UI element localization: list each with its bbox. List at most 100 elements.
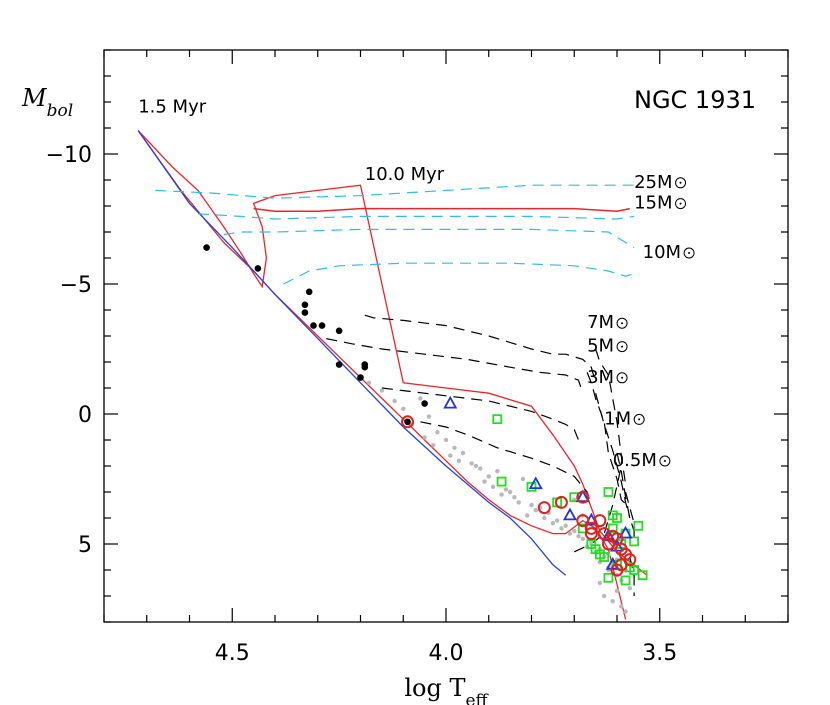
track-pms-line <box>420 421 592 506</box>
field-star <box>456 458 462 463</box>
field-star <box>435 430 440 435</box>
ms-star <box>301 309 309 316</box>
circle-star <box>584 527 598 541</box>
field-star <box>520 476 526 482</box>
square-star <box>612 513 622 523</box>
field-star <box>366 380 372 385</box>
field-star <box>567 531 573 536</box>
ms-star <box>318 322 326 329</box>
sun-symbol-icon <box>633 413 645 425</box>
y-tick-label: −5 <box>60 273 92 298</box>
field-star <box>392 398 397 404</box>
track-pms-line <box>381 387 580 441</box>
field-star <box>512 495 517 500</box>
square-star <box>620 575 631 586</box>
field-star <box>482 479 487 484</box>
square-star <box>603 487 614 497</box>
field-star <box>623 609 628 614</box>
field-star <box>529 502 534 508</box>
track-massive-line <box>223 228 635 249</box>
track-pms-line <box>625 491 635 539</box>
field-star <box>469 461 474 466</box>
data-points <box>203 244 648 614</box>
field-star <box>490 484 496 489</box>
sun-symbol-icon <box>616 372 628 384</box>
track-pms-line <box>586 372 631 509</box>
square-star <box>607 523 618 534</box>
isochrone-branch-line <box>253 207 630 212</box>
ms-star <box>305 288 313 296</box>
field-star <box>460 450 466 456</box>
field-star <box>379 388 385 393</box>
sun-symbol-dot-icon <box>638 418 641 421</box>
field-star <box>610 599 615 604</box>
x-axis-title: log Teff <box>404 674 489 705</box>
triangle-star <box>443 395 458 409</box>
ms-star <box>335 361 343 368</box>
square-star <box>629 536 639 547</box>
triangle-star <box>618 525 633 539</box>
circle-star <box>576 490 590 504</box>
sun-symbol-icon <box>675 198 687 210</box>
sun-symbol-dot-icon <box>679 202 682 205</box>
sun-symbol-icon <box>659 455 671 467</box>
square-star <box>633 520 644 531</box>
y-tick-label: −10 <box>46 143 92 168</box>
mass-label: 1M <box>604 408 631 429</box>
field-star <box>563 523 568 528</box>
circle-star <box>576 514 590 528</box>
mass-label: 5M <box>587 336 614 357</box>
field-star <box>452 445 457 450</box>
circle-star <box>554 495 568 509</box>
square-star <box>637 570 648 581</box>
field-star <box>619 604 624 609</box>
annotations: 4.5 4.0 3.5 −10 −5 0 5 log Teff Mbol NGC 1931 1.5 … <box>21 84 756 705</box>
y-tick-label: 5 <box>78 533 92 558</box>
field-star <box>559 526 564 531</box>
field-star <box>418 396 423 401</box>
ms-star <box>357 374 364 381</box>
track-pms-line <box>616 452 635 532</box>
square-star <box>492 414 503 425</box>
isochrone-10-line <box>137 130 648 576</box>
sun-symbol-icon <box>616 317 628 329</box>
triangle-star <box>575 489 590 503</box>
circle-star <box>614 558 628 572</box>
circle-star <box>537 501 551 515</box>
field-star <box>473 463 479 469</box>
field-star <box>401 406 406 411</box>
track-pms-line <box>595 393 631 519</box>
track-massive-line <box>283 262 635 285</box>
field-star <box>627 586 633 591</box>
sun-symbol-dot-icon <box>621 322 624 325</box>
sun-symbol-dot-icon <box>688 252 691 254</box>
field-star <box>448 453 453 458</box>
circle-star <box>584 521 598 535</box>
zams-line <box>137 130 567 576</box>
field-star <box>430 443 436 448</box>
square-star <box>599 552 610 562</box>
circle-star <box>610 532 624 546</box>
track-pms-line <box>326 338 584 394</box>
circle-star <box>597 527 611 541</box>
ms-star <box>310 322 317 329</box>
ms-star <box>335 327 343 335</box>
ms-star <box>254 265 262 272</box>
field-star <box>572 528 577 534</box>
field-star <box>507 489 513 495</box>
sun-symbol-icon <box>675 177 687 189</box>
isochrone-label: 10.0 Myr <box>365 164 445 185</box>
ms-star <box>404 418 411 426</box>
square-star <box>603 572 614 583</box>
track-pms-line <box>574 465 622 553</box>
field-star <box>503 487 509 492</box>
mass-label: 25M <box>634 172 672 193</box>
mass-label: 7M <box>587 312 614 333</box>
sun-symbol-dot-icon <box>679 181 682 184</box>
y-tick-label: 0 <box>78 403 92 428</box>
field-star <box>597 580 603 586</box>
field-star <box>499 492 504 497</box>
axis-ticks <box>103 49 789 623</box>
sun-symbol-dot-icon <box>621 345 624 348</box>
field-star <box>554 518 560 523</box>
